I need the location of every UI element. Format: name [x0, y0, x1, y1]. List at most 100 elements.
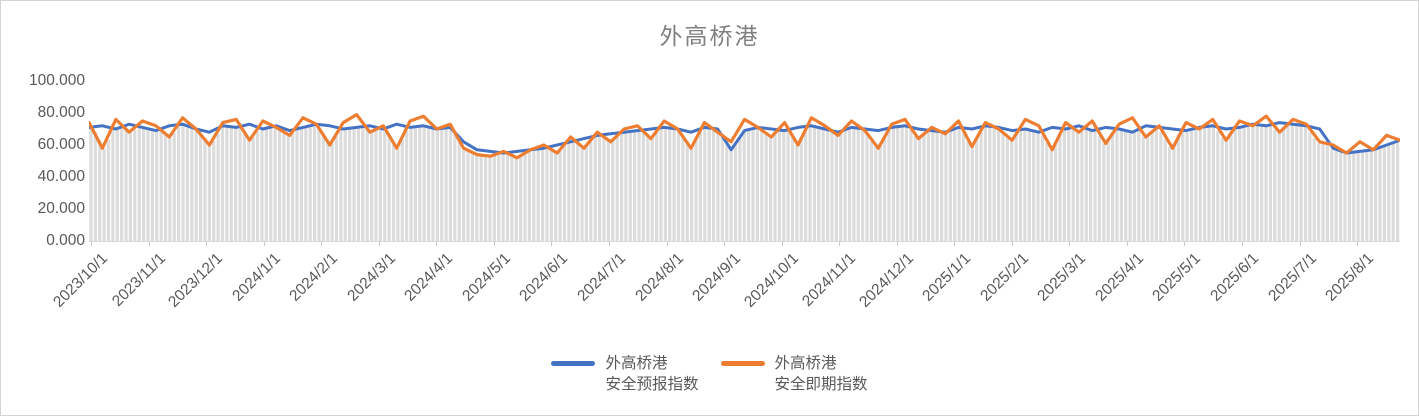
background-bar: [1317, 142, 1321, 241]
background-bar: [540, 149, 545, 241]
background-bar: [128, 132, 133, 241]
background-bar: [1093, 130, 1097, 241]
background-bar: [1356, 152, 1360, 241]
background-bar: [168, 136, 172, 241]
background-bar: [365, 128, 369, 241]
background-bar: [799, 138, 803, 241]
background-bar: [957, 128, 961, 241]
background-bar: [488, 156, 492, 241]
background-bar: [711, 130, 716, 241]
background-bar: [1308, 132, 1312, 241]
background-bar: [1203, 127, 1207, 241]
background-bar: [944, 132, 948, 241]
background-bar: [1154, 128, 1159, 241]
background-bar: [339, 129, 343, 241]
background-bar: [1374, 148, 1378, 241]
background-bar: [821, 129, 825, 241]
background-bar: [1163, 139, 1167, 241]
background-bar: [1378, 147, 1382, 241]
legend-label-forecast: 外高桥港 安全预报指数: [605, 353, 698, 395]
plot-area: [89, 112, 1400, 241]
background-bar: [492, 155, 496, 241]
background-bar: [264, 129, 268, 241]
background-bar: [343, 129, 347, 241]
background-bar: [1036, 132, 1040, 241]
background-bar: [190, 127, 194, 241]
background-bar: [742, 131, 746, 241]
background-bar: [782, 131, 786, 241]
background-bar: [571, 142, 575, 241]
background-bar: [532, 150, 536, 241]
background-bar: [795, 144, 799, 241]
background-bar: [576, 143, 580, 241]
background-bar: [1207, 126, 1211, 241]
background-bar: [1010, 139, 1014, 241]
background-bar: [1281, 127, 1286, 241]
background-bar: [1040, 135, 1045, 241]
background-bar: [729, 150, 733, 241]
background-bar: [1115, 129, 1119, 241]
background-bar: [874, 146, 878, 241]
background-bar: [120, 128, 124, 241]
background-bar: [659, 128, 663, 241]
background-bar: [751, 129, 755, 241]
background-bar: [1365, 151, 1369, 241]
x-axis-tick: [91, 241, 92, 246]
background-bar: [137, 126, 141, 241]
x-axis-tick: [781, 241, 783, 246]
background-bar: [939, 133, 944, 241]
background-bar: [1159, 132, 1163, 241]
background-bar: [269, 128, 273, 241]
background-bar: [1391, 142, 1395, 241]
background-bar: [352, 128, 356, 241]
background-bar: [725, 144, 729, 241]
background-bar: [510, 155, 514, 241]
background-bar: [1338, 152, 1343, 241]
background-bar: [878, 144, 882, 241]
background-bar: [374, 130, 378, 241]
background-bar: [597, 135, 602, 241]
background-bar: [466, 150, 470, 241]
forecast-line-swatch: [551, 361, 596, 366]
background-bar: [755, 128, 760, 241]
chart-title: 外高桥港: [659, 23, 760, 49]
background-bar: [523, 154, 527, 241]
background-bar: [1027, 131, 1031, 241]
x-axis-tick: [666, 241, 668, 246]
background-bar: [663, 128, 667, 241]
background-bar: [633, 131, 637, 241]
background-bar: [606, 140, 610, 241]
background-bar: [1084, 129, 1088, 241]
background-bar: [716, 133, 720, 241]
background-bar: [115, 129, 119, 241]
background-bar: [812, 127, 817, 241]
background-bar: [1194, 128, 1198, 241]
background-bar: [1229, 131, 1233, 241]
background-bar: [1395, 141, 1400, 241]
background-bar: [624, 132, 628, 241]
background-bar: [273, 127, 277, 241]
background-bar: [1181, 131, 1185, 241]
background-bar: [440, 129, 444, 241]
background-bar: [1325, 144, 1330, 241]
background-bar: [1347, 153, 1351, 241]
background-bar: [1242, 126, 1246, 241]
background-bar: [1251, 125, 1255, 241]
background-bar: [387, 134, 391, 241]
background-bar: [988, 127, 992, 241]
background-bar: [904, 127, 909, 241]
background-bar: [641, 132, 646, 241]
background-bar: [501, 153, 505, 241]
background-bar: [865, 135, 869, 241]
background-bar: [102, 148, 106, 241]
x-axis-tick: [1299, 241, 1301, 246]
background-bar: [817, 128, 821, 241]
background-bar: [843, 130, 847, 241]
background-bar: [1005, 137, 1009, 241]
legend-label-line1: 外高桥港: [774, 355, 837, 372]
background-bar: [444, 128, 448, 241]
background-bar: [260, 128, 264, 241]
background-bar: [1049, 150, 1053, 241]
background-bar: [580, 147, 584, 241]
